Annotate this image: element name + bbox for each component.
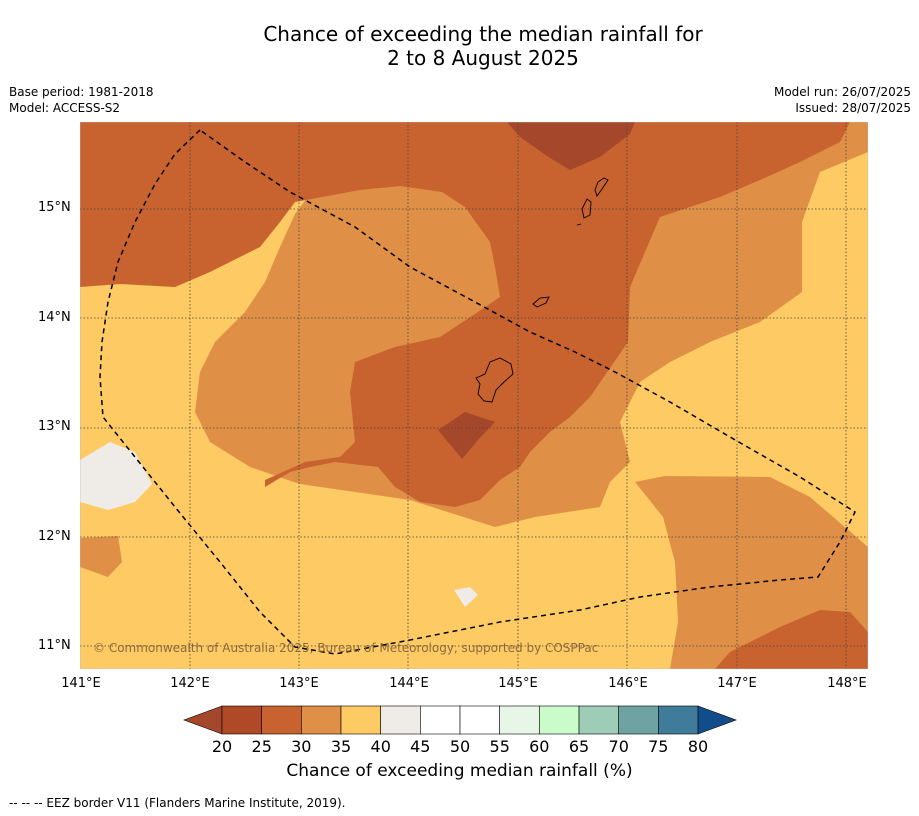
island-aguijan: [576, 223, 582, 226]
lon-label-141e: 141°E: [61, 676, 101, 691]
region-25-30-main: [80, 122, 850, 507]
island-saipan: [594, 177, 609, 197]
cb-tick: 30: [291, 737, 312, 756]
copyright-notice: © Commonwealth of Australia 2025, Bureau…: [93, 641, 599, 655]
lon-label-145e: 145°E: [498, 676, 538, 691]
title-line-1: Chance of exceeding the median rainfall …: [263, 22, 703, 46]
cb-tick: 35: [330, 737, 352, 756]
island-guam: [475, 357, 514, 403]
model-name: Model: ACCESS-S2: [9, 101, 121, 115]
island-tinian: [581, 198, 592, 219]
colorbar-cell: [380, 705, 421, 735]
colorbar-cell: [420, 705, 461, 735]
colorbar-cell: [539, 705, 580, 735]
cb-tick: 40: [370, 737, 391, 756]
lat-label-11n: 11°N: [38, 638, 71, 653]
lon-label-144e: 144°E: [389, 676, 429, 691]
region-25-30-southeast: [715, 610, 868, 669]
lon-label-143e: 143°E: [279, 676, 319, 691]
lon-label-146e: 146°E: [608, 676, 648, 691]
cb-tick: 55: [489, 737, 510, 756]
lon-label-148e: 148°E: [827, 676, 867, 691]
cb-tick: 20: [211, 737, 233, 756]
region-20-25-center: [438, 412, 495, 459]
rainfall-map: [80, 122, 868, 669]
colorbar-cell: [301, 705, 342, 735]
graticule: [80, 122, 868, 669]
colorbar-cell: [499, 705, 540, 735]
cb-tick: 45: [410, 737, 431, 756]
colorbar-cell: [618, 705, 659, 735]
colorbar-cell: [658, 705, 699, 735]
meta-left: Base period: 1981-2018 Model: ACCESS-S2: [9, 84, 154, 116]
title-line-2: 2 to 8 August 2025: [387, 46, 579, 70]
lon-label-142e: 142°E: [170, 676, 210, 691]
region-40-45-west: [80, 442, 152, 510]
colorbar-arrow-high: [697, 705, 737, 735]
colorbar-arrow-low: [183, 705, 223, 735]
meta-right: Model run: 26/07/2025 Issued: 28/07/2025: [774, 84, 911, 116]
island-rota: [532, 296, 550, 308]
colorbar-cell: [221, 705, 262, 735]
region-30-35-small: [80, 536, 122, 577]
lat-label-15n: 15°N: [38, 200, 71, 215]
colorbar: [183, 705, 737, 735]
lon-label-147e: 147°E: [717, 676, 757, 691]
issued-date: Issued: 28/07/2025: [795, 101, 911, 115]
cb-tick: 65: [568, 737, 590, 756]
region-20-25-north: [507, 122, 635, 170]
cb-tick: 60: [529, 737, 550, 756]
colorbar-title: Chance of exceeding median rainfall (%): [286, 761, 633, 781]
lat-label-13n: 13°N: [38, 419, 71, 434]
islands: [475, 177, 609, 403]
lat-label-14n: 14°N: [38, 310, 71, 325]
colorbar-cell: [261, 705, 302, 735]
region-40-45-south: [454, 587, 478, 607]
base-period: Base period: 1981-2018: [9, 85, 154, 99]
cb-tick: 75: [648, 737, 669, 756]
cb-tick: 80: [687, 737, 709, 756]
map-title: Chance of exceeding the median rainfall …: [0, 22, 919, 70]
colorbar-cell: [578, 705, 619, 735]
eez-footer-note: -- -- -- EEZ border V11 (Flanders Marine…: [9, 796, 346, 810]
cb-tick: 25: [251, 737, 272, 756]
cb-tick: 70: [608, 737, 629, 756]
colorbar-cell: [340, 705, 381, 735]
colorbar-cell: [459, 705, 500, 735]
cb-tick: 50: [449, 737, 471, 756]
model-run: Model run: 26/07/2025: [773, 85, 911, 99]
lat-label-12n: 12°N: [38, 529, 71, 544]
